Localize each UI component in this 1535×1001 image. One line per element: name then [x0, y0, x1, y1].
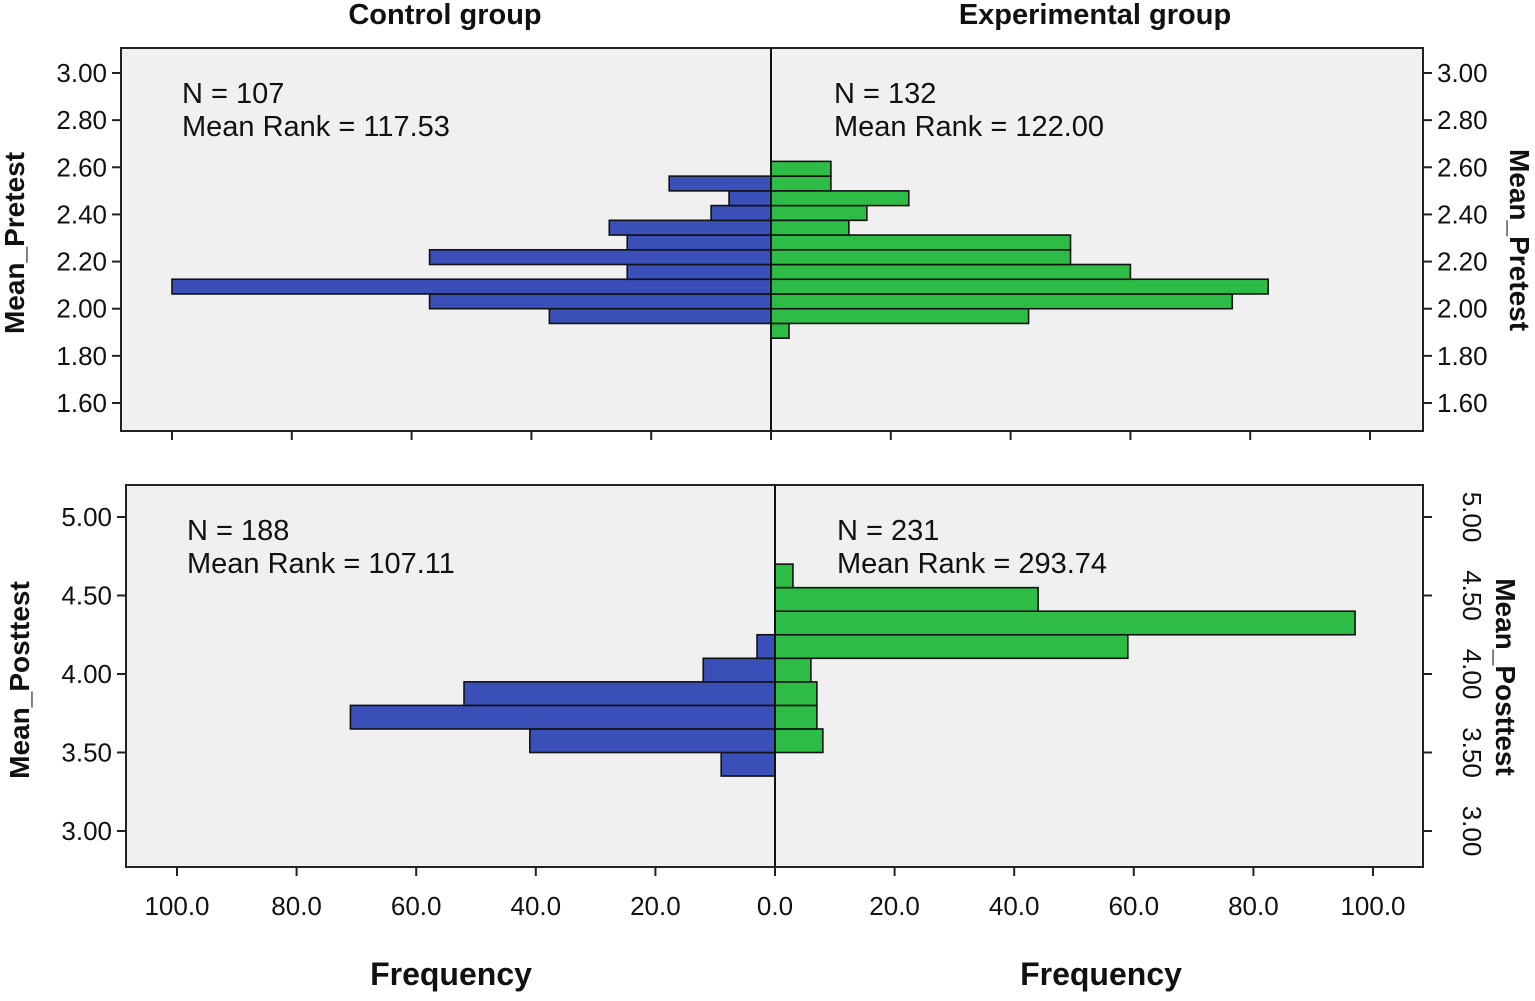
pretest-control-bar-7 [710, 204, 772, 222]
x-axis-label-right: Frequency [1020, 956, 1182, 992]
pretest-y-label-left: Mean_Pretest [0, 152, 30, 334]
posttest-ytick-label-left-2: 4.00 [61, 659, 112, 689]
pretest-experimental-bar-6 [770, 234, 1072, 251]
pretest-experimental-bar-1 [770, 307, 1030, 325]
posttest-experimental-bar-1 [774, 704, 818, 730]
pretest-y-label-right: Mean_Pretest [1504, 149, 1535, 331]
xtick-label-0: 100.0 [144, 891, 209, 921]
pretest-control-bar-4 [428, 248, 772, 266]
group-header-experimental: Experimental group [959, 0, 1231, 31]
posttest-ytick-label-left-1: 4.50 [61, 581, 112, 611]
pretest-ytick-label-left-6: 1.80 [56, 341, 107, 371]
pretest-control-bar-5 [626, 234, 772, 251]
xtick-label-9: 80.0 [1228, 891, 1279, 921]
pretest-ytick-label-left-3: 2.40 [56, 199, 107, 229]
pretest-experimental-bar-2 [770, 293, 1234, 310]
xtick-label-10: 100.0 [1340, 891, 1405, 921]
xtick-label-1: 80.0 [271, 891, 322, 921]
pretest-ytick-label-right-5: 2.00 [1437, 294, 1488, 324]
posttest-control-n: N = 188 [187, 515, 289, 547]
pretest-experimental-n: N = 132 [834, 78, 936, 110]
posttest-control-bar-3 [463, 681, 776, 707]
posttest-control-bar-1 [529, 728, 776, 754]
pretest-ytick-label-right-4: 2.20 [1437, 247, 1488, 277]
xtick-label-3: 40.0 [510, 891, 561, 921]
pretest-ytick-label-right-7: 1.60 [1437, 388, 1488, 418]
pretest-control-bar-3 [626, 263, 772, 281]
pretest-experimental-bar-0 [770, 322, 790, 339]
pretest-control-bar-6 [608, 219, 772, 236]
xtick-label-6: 20.0 [869, 891, 920, 921]
pretest-control-bar-1 [428, 293, 772, 310]
posttest-ytick-label-right-2: 4.00 [1457, 649, 1487, 700]
pretest-control-bar-8 [728, 190, 772, 207]
pretest-ytick-label-left-4: 2.20 [56, 247, 107, 277]
x-axis-label-left: Frequency [370, 956, 532, 992]
pretest-control-bar-2 [171, 278, 772, 295]
posttest-control-bar-0 [720, 751, 776, 777]
pretest-control-bar-0 [548, 307, 772, 325]
posttest-y-label-right: Mean_Posttest [1490, 578, 1521, 776]
pretest-control-n: N = 107 [182, 78, 284, 110]
posttest-experimental-bar-7 [774, 563, 794, 589]
xtick-label-2: 60.0 [391, 891, 442, 921]
pretest-experimental-bar-5 [770, 248, 1072, 266]
pretest-control-mean-rank: Mean Rank = 117.53 [182, 111, 450, 143]
xtick-label-8: 60.0 [1108, 891, 1159, 921]
pretest-ytick-label-right-0: 3.00 [1437, 58, 1488, 88]
pretest-experimental-bar-7 [770, 219, 850, 236]
posttest-experimental-bar-2 [774, 681, 818, 707]
posttest-control-bar-4 [702, 657, 776, 683]
pretest-ytick-label-right-1: 2.80 [1437, 105, 1488, 135]
pretest-ytick-label-left-7: 1.60 [56, 388, 107, 418]
posttest-ytick-label-left-4: 3.00 [61, 816, 112, 846]
posttest-experimental-bar-0 [774, 728, 824, 754]
pretest-ytick-label-left-5: 2.00 [56, 294, 107, 324]
group-header-control: Control group [348, 0, 541, 31]
posttest-ytick-label-right-4: 3.00 [1457, 806, 1487, 857]
pretest-ytick-label-right-2: 2.60 [1437, 152, 1488, 182]
pretest-experimental-bar-11 [770, 160, 832, 177]
pretest-experimental-mean-rank: Mean Rank = 122.00 [834, 111, 1104, 143]
pretest-experimental-bar-9 [770, 190, 910, 207]
posttest-experimental-bar-3 [774, 657, 812, 683]
posttest-ytick-label-left-0: 5.00 [61, 502, 112, 532]
posttest-experimental-bar-4 [774, 633, 1129, 660]
xtick-label-5: 0.0 [757, 891, 793, 921]
posttest-experimental-bar-5 [774, 610, 1356, 636]
posttest-experimental-mean-rank: Mean Rank = 293.74 [837, 548, 1107, 580]
pretest-ytick-label-right-6: 1.80 [1437, 341, 1488, 371]
posttest-ytick-label-left-3: 3.50 [61, 738, 112, 768]
posttest-y-label-left: Mean_Posttest [4, 581, 35, 779]
pretest-ytick-label-left-0: 3.00 [56, 58, 107, 88]
posttest-control-mean-rank: Mean Rank = 107.11 [187, 548, 455, 580]
posttest-ytick-label-right-3: 3.50 [1457, 727, 1487, 778]
pretest-ytick-label-right-3: 2.40 [1437, 199, 1488, 229]
xtick-label-7: 40.0 [989, 891, 1040, 921]
posttest-ytick-label-right-0: 5.00 [1457, 492, 1487, 543]
pretest-experimental-bar-3 [770, 278, 1269, 295]
pretest-experimental-bar-4 [770, 263, 1132, 281]
xtick-label-4: 20.0 [630, 891, 681, 921]
posttest-control-bar-2 [349, 704, 776, 730]
pretest-experimental-bar-10 [770, 175, 832, 192]
posttest-experimental-bar-6 [774, 586, 1039, 613]
pretest-control-bar-9 [668, 175, 772, 192]
posttest-control-bar-5 [756, 633, 776, 660]
pretest-experimental-bar-8 [770, 204, 868, 222]
posttest-experimental-n: N = 231 [837, 515, 939, 547]
pretest-ytick-label-left-2: 2.60 [56, 152, 107, 182]
posttest-ytick-label-right-1: 4.50 [1457, 570, 1487, 621]
pretest-ytick-label-left-1: 2.80 [56, 105, 107, 135]
